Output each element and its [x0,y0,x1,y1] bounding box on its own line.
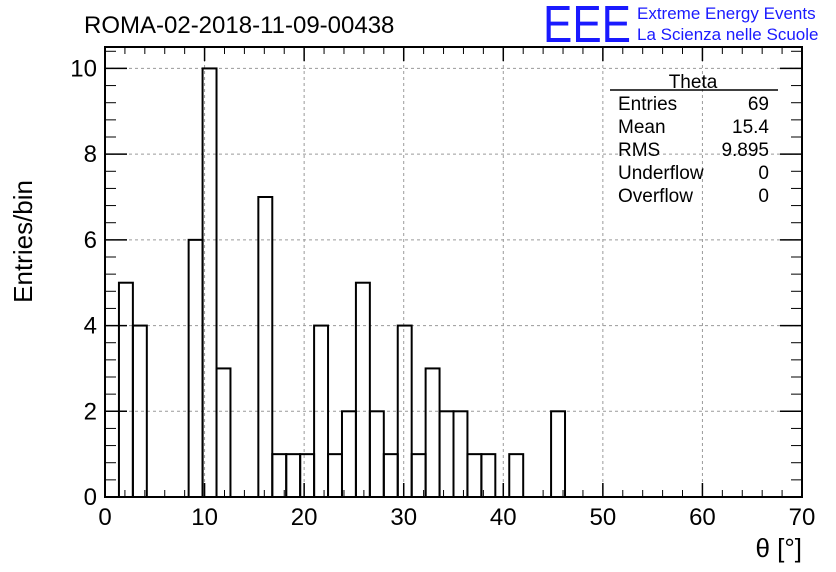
eee-logo-mark: EEE [543,0,631,54]
y-tick-label: 4 [84,313,97,340]
histogram-bar [452,410,469,498]
histogram-bars [117,67,567,499]
x-tick-label: 60 [689,504,716,531]
y-tick-label: 0 [84,484,97,511]
eee-logo-line1: Extreme Energy Events [637,4,816,23]
stats-label: RMS [618,140,660,161]
histogram-bar [354,281,371,499]
y-tick-labels: 0 2 4 6 8 10 [70,55,97,511]
x-tick-labels: 0 10 20 30 40 50 60 70 [98,504,815,531]
histogram-bar [508,453,525,498]
histogram-bar [424,367,441,498]
histogram-bar [327,453,343,498]
histogram-bar [382,453,399,498]
x-axis-label: θ [°] [755,533,802,563]
histogram-bar [299,453,316,498]
histogram-bar [285,453,302,498]
x-tick-label: 50 [590,504,617,531]
x-tick-label: 0 [98,504,111,531]
eee-logo-line2: La Scienza nelle Scuole [637,25,818,44]
stats-label: Mean [618,117,666,138]
stats-value: 0 [758,163,769,184]
histogram-bar [550,410,567,498]
plot-frame [104,46,803,498]
stats-value: 0 [758,186,769,207]
stats-label: Overflow [618,186,693,207]
histogram-bar [340,410,357,498]
histogram-bar [215,367,232,498]
x-tick-label: 30 [390,504,417,531]
histogram-bar [438,410,455,498]
histogram-bar [257,196,274,498]
histogram-bar [131,324,148,499]
y-tick-label: 6 [84,227,97,254]
y-tick-label: 10 [70,55,97,82]
stats-label: Underflow [618,163,704,184]
y-axis-label: Entries/bin [8,180,38,303]
stats-value: 9.895 [721,140,769,161]
stats-value: 15.4 [732,117,769,138]
stats-value: 69 [748,94,769,115]
stats-title: Theta [669,72,718,93]
chart-title: ROMA-02-2018-11-09-00438 [84,12,394,39]
x-tick-label: 40 [490,504,517,531]
histogram-bar [368,410,385,498]
x-tick-label: 10 [191,504,218,531]
histogram-bar [466,453,483,498]
stats-box: Theta Entries 69 Mean 15.4 RMS 9.895 Underflow… [610,72,778,207]
y-tick-label: 2 [84,398,97,425]
histogram-bar [187,238,204,498]
histogram-bar [117,281,134,499]
stats-label: Entries [618,94,677,115]
x-tick-label: 70 [789,504,816,531]
x-tick-label: 20 [291,504,318,531]
y-tick-label: 8 [84,141,97,168]
eee-logo: EEE Extreme Energy Events La Scienza nel… [543,0,818,54]
